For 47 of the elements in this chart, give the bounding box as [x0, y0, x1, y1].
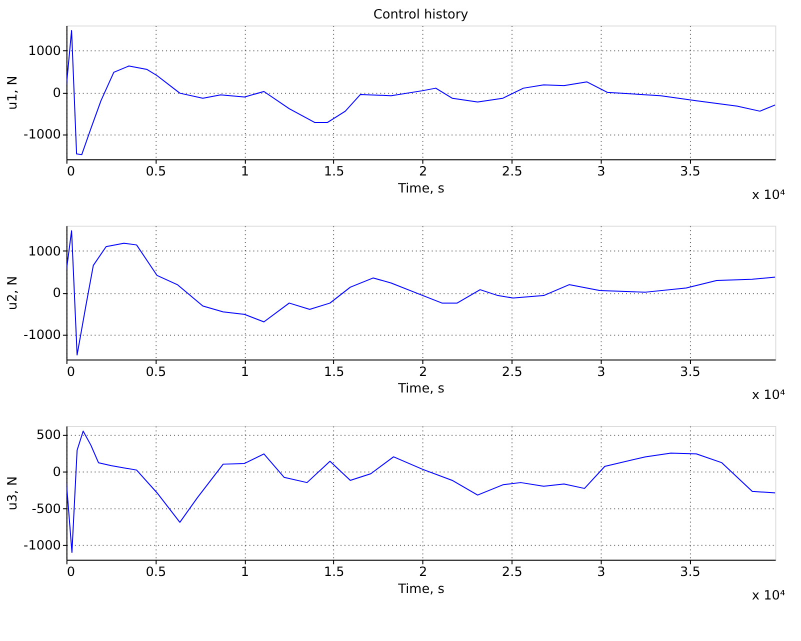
x-tick-label: 3.5 [680, 565, 700, 580]
x-tick-label: 0 [66, 164, 76, 180]
x-tick-label: 2.5 [502, 164, 522, 180]
y-axis-title: u2, N [6, 276, 21, 310]
x-tick-label: 3.5 [680, 364, 700, 380]
text: x 10⁴ [752, 588, 786, 604]
x-tick-label: 3.5 [680, 164, 700, 180]
y-tick-label: -1000 [24, 538, 61, 554]
x-tick-label: 1 [240, 164, 250, 180]
x-tick-label: 2 [418, 565, 428, 580]
x-tick-label: 1 [240, 364, 250, 380]
x-tick-label: 3 [597, 565, 606, 580]
x-tick-label: 1.5 [324, 164, 344, 180]
y-tick-label: 0 [52, 286, 61, 302]
x-tick-label: 1.5 [324, 565, 344, 580]
y-tick-label: -1000 [24, 128, 61, 143]
x-tick-label: 2 [418, 164, 428, 180]
x-tick-label: 2.5 [502, 364, 522, 380]
y-tick-label: -500 [32, 502, 61, 517]
x-tick-label: 0.5 [146, 565, 166, 580]
y-tick-label: 0 [52, 465, 61, 480]
x-tick-label: 3 [597, 164, 606, 180]
x-axis-title: Time, s [397, 181, 445, 196]
y-axis-title: u3, N [6, 476, 21, 510]
x-tick-label: 0 [66, 364, 76, 380]
y-tick-label: 500 [36, 428, 61, 444]
x-tick-label: 0 [66, 565, 76, 580]
y-tick-label: 0 [52, 86, 61, 101]
y-tick-label: 1000 [28, 244, 61, 260]
x-tick-label: 3 [597, 364, 606, 380]
line-series [66, 30, 776, 156]
line-series [66, 430, 776, 553]
x-tick-label: 2 [418, 364, 428, 380]
text: x 10⁴ [752, 188, 786, 203]
x-tick-label: 1.5 [324, 364, 344, 380]
y-tick-label: -1000 [24, 328, 61, 343]
x-tick-label: 1 [240, 565, 250, 580]
y-tick-label: 1000 [28, 44, 61, 59]
x-tick-label: 0.5 [146, 364, 166, 380]
x-tick-label: 0.5 [146, 164, 166, 180]
chart-title: Control history [373, 8, 469, 23]
y-axis-title: u1, N [6, 76, 21, 110]
x-axis-title: Time, s [397, 382, 445, 397]
x-tick-label: 2.5 [502, 565, 522, 580]
x-axis-title: Time, s [397, 582, 445, 597]
line-series [66, 230, 776, 356]
text: x 10⁴ [752, 388, 786, 404]
